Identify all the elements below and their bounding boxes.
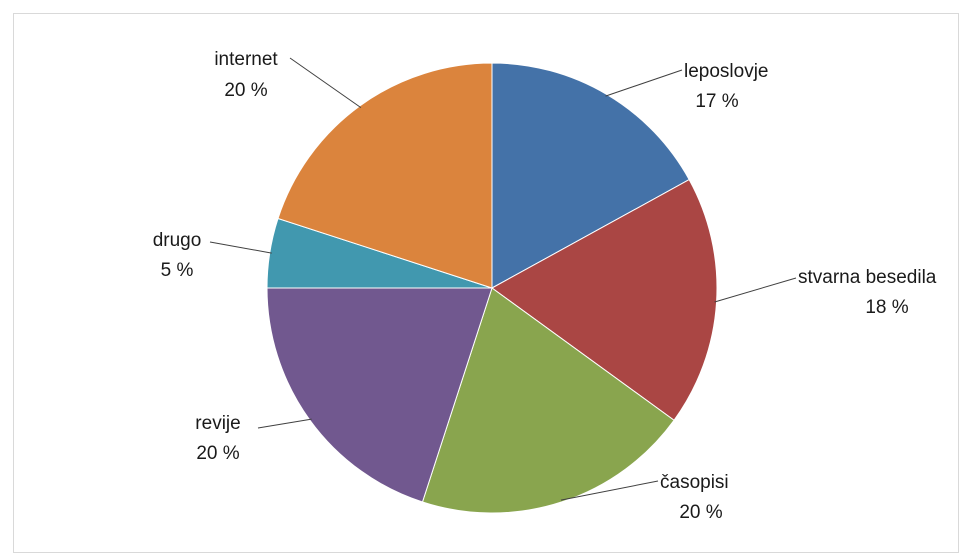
leader-line-stvarna-besedila	[714, 277, 797, 303]
pie-slice-leposlovje	[491, 62, 690, 289]
leader-line-drugo	[209, 241, 272, 254]
leader-line-revije	[257, 418, 312, 429]
slice-value-stvarna-besedila: 18 %	[865, 297, 908, 318]
leader-line-leposlovje	[605, 69, 683, 97]
slice-label-leposlovje: leposlovje	[684, 61, 769, 82]
slice-value-drugo: 5 %	[161, 260, 194, 281]
slice-label-internet: internet	[214, 49, 278, 70]
pie-slice-stvarna-besedila	[491, 178, 718, 421]
leader-line-casopisi	[560, 480, 659, 501]
pie-slice-internet	[277, 62, 493, 289]
pie-slice-revije	[266, 287, 493, 503]
slice-value-casopisi: 20 %	[679, 502, 722, 523]
pie-slice-casopisi	[421, 287, 675, 514]
slice-label-casopisi: časopisi	[660, 472, 729, 493]
leader-lines	[209, 57, 797, 501]
slice-label-stvarna-besedila: stvarna besedila	[798, 267, 937, 288]
slice-value-leposlovje: 17 %	[695, 91, 738, 112]
leader-line-internet	[289, 57, 362, 109]
slice-value-revije: 20 %	[196, 443, 239, 464]
slice-value-internet: 20 %	[224, 80, 267, 101]
pie-slices	[266, 62, 718, 514]
slice-label-drugo: drugo	[153, 230, 202, 251]
slice-label-revije: revije	[195, 413, 240, 434]
